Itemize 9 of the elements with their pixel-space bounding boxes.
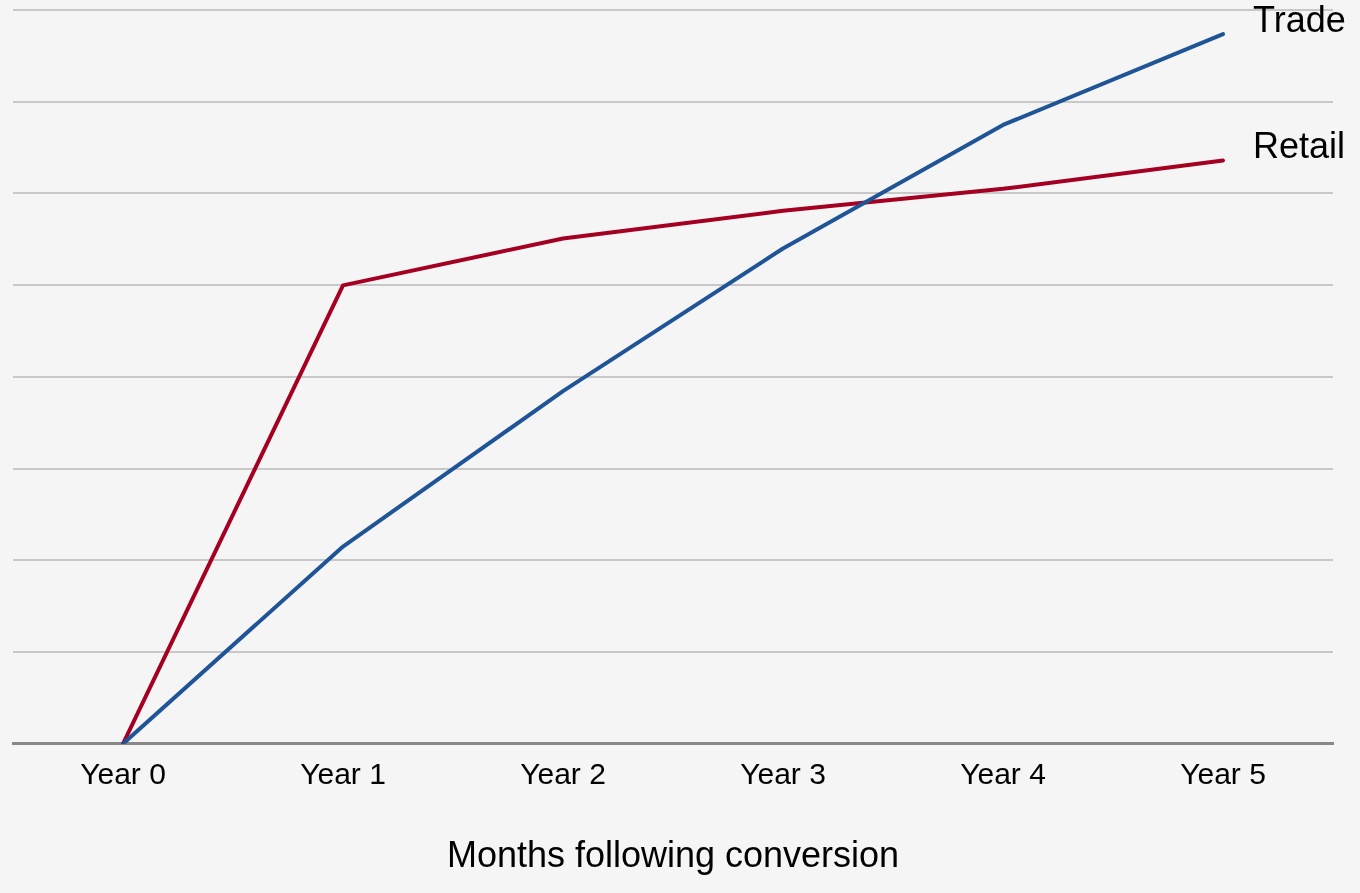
series-label: Trade	[1253, 0, 1346, 41]
x-tick-label: Year 3	[740, 757, 826, 791]
x-axis-title: Months following conversion	[446, 834, 900, 876]
series-label: Retail	[1253, 125, 1346, 167]
x-tick-label: Year 2	[520, 757, 606, 791]
x-tick-label: Year 4	[960, 757, 1046, 791]
x-tick-label: Year 1	[300, 757, 386, 791]
x-tick-label: Year 0	[80, 757, 166, 791]
x-tick-label: Year 5	[1180, 757, 1266, 791]
